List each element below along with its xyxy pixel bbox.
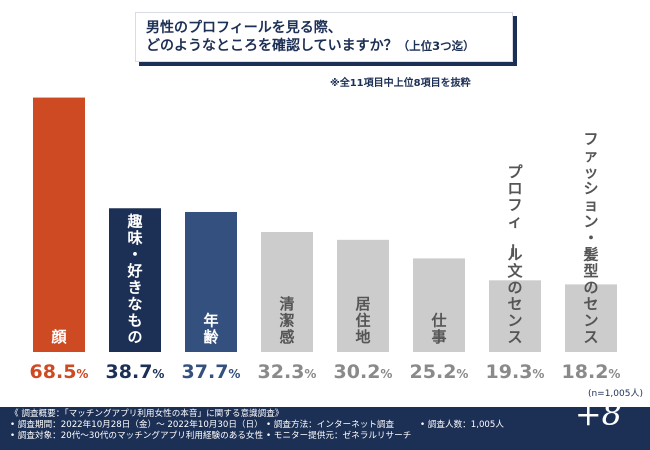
category-label-5: 居住地 xyxy=(355,295,370,346)
bar-5 xyxy=(337,239,389,352)
bar-6 xyxy=(413,258,465,352)
category-label-1: 顔 xyxy=(50,328,67,346)
value-label-7: 19.3% xyxy=(486,361,545,383)
title-line-1: 男性のプロフィールを見る際、 xyxy=(146,20,342,36)
brand-logo: +8 xyxy=(574,395,622,433)
bar-3 xyxy=(185,211,237,352)
footer-count: • 調査人数：1,005人 xyxy=(420,420,504,430)
sample-size-label: (n=1,005人) xyxy=(588,388,643,399)
title-line-2: どのようなところを確認していますか？（上位3つ迄） xyxy=(146,37,502,55)
value-label-6: 25.2% xyxy=(410,361,469,383)
bar-8 xyxy=(565,284,617,352)
footer-target: • 調査対象：20代～30代のマッチングアプリ利用経験のある女性 xyxy=(10,431,264,441)
bar-chart: 顔 68.5% 趣味・好きなもの 38.7% 年齢 37.7% 清潔感 32.3% 居住地 30.… xyxy=(30,97,643,399)
footer-provider: • モニター提供元：ゼネラルリサーチ xyxy=(266,431,412,441)
footer-period: • 調査期間：2022年10月28日（金）～ 2022年10月30日（日） xyxy=(10,420,263,430)
category-label-7: プロフィール文のセンス xyxy=(503,163,523,346)
chart-note: ※全11項目中上位8項目を抜粋 xyxy=(330,78,471,89)
value-label-1: 68.5% xyxy=(30,361,89,383)
value-label-4: 32.3% xyxy=(258,361,317,383)
category-label-2: 趣味・好きなもの xyxy=(126,213,143,347)
title-suffix: （上位3つ迄） xyxy=(397,39,475,53)
footer-heading: 《 調査概要：「マッチングアプリ利用女性の本音」に関する意識調査》 xyxy=(10,409,284,419)
category-label-4: 清潔感 xyxy=(279,295,294,346)
category-label-8: ファッション・髪型のセンス xyxy=(582,130,598,346)
value-label-3: 37.7% xyxy=(182,361,241,383)
value-label-2: 38.7% xyxy=(106,361,165,383)
title-line-2-main: どのようなところを確認していますか？ xyxy=(146,38,398,54)
footer-method: • 調査方法：インターネット調査 xyxy=(266,420,395,430)
bar-2 xyxy=(109,208,161,352)
category-label-6: 仕事 xyxy=(430,312,446,347)
value-label-8: 18.2% xyxy=(562,361,621,383)
category-label-3: 年齢 xyxy=(203,312,219,347)
bar-7 xyxy=(489,280,541,352)
chart-title-box: 男性のプロフィールを見る際、 どのようなところを確認していますか？（上位3つ迄） xyxy=(135,12,513,62)
value-label-5: 30.2% xyxy=(334,361,393,383)
bar-1 xyxy=(33,97,85,352)
bar-4 xyxy=(261,232,313,352)
survey-footer: 《 調査概要：「マッチングアプリ利用女性の本音」に関する意識調査》 • 調査期間… xyxy=(0,395,650,450)
